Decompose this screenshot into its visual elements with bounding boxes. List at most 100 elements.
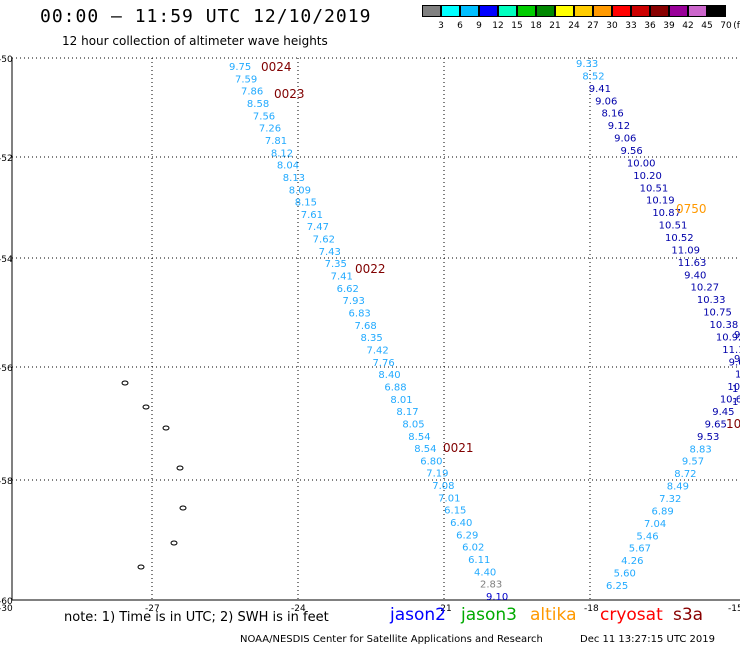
swh-value-edge: 9 [734,354,740,365]
colorbar-label: 27 [587,21,599,31]
swh-value-right: 10.38 [710,320,739,331]
swh-value-right: 9.57 [682,457,704,468]
swh-value-left: 8.15 [295,198,317,209]
y-tick-label: -52 [0,154,13,164]
y-tick-label: -60 [0,597,13,607]
colorbar-label: 70 [720,21,732,31]
swh-value-left: 8.35 [360,333,382,344]
swh-value-left: 8.13 [283,173,305,184]
satellite-name: jason3 [461,605,517,625]
swh-value-left: 8.05 [402,419,424,430]
island-outline [142,404,150,410]
colorbar-swatch [707,5,726,17]
swh-value-right: 4.26 [621,556,643,567]
colorbar-label: 6 [457,21,463,31]
colorbar-label: 39 [663,21,675,31]
swh-value-left: 7.61 [301,210,323,221]
colorbar-label: 45 [701,21,713,31]
y-tick-label: -54 [0,255,13,265]
swh-value-right: 9.6 [729,357,740,368]
swh-value-left: 7.62 [313,235,335,246]
colorbar-label: 21 [549,21,561,31]
swh-value-edge: 1 [732,397,738,408]
colorbar-label: 30 [606,21,618,31]
island-outline [137,564,145,570]
pass-time-label: 0022 [355,262,386,276]
swh-value-left: 6.88 [384,382,406,393]
swh-value-right: 6.25 [606,581,628,592]
swh-value-right: 9.40 [684,270,706,281]
x-tick-label: -21 [437,604,452,614]
swh-value-right: 9.53 [697,432,719,443]
swh-value-right: 9.12 [608,121,630,132]
swh-value-edge: 9 [734,330,740,341]
swh-value-right: 10.87 [652,208,681,219]
colorbar-swatch [688,5,707,17]
swh-value-left: 7.26 [259,124,281,135]
x-tick-label: -27 [145,604,160,614]
colorbar-label: 9 [476,21,482,31]
colorbar-label: 42 [682,21,694,31]
map-subtitle: 12 hour collection of altimeter wave hei… [62,34,328,48]
swh-value-left: 6.40 [450,518,472,529]
swh-value-left: 7.42 [366,345,388,356]
satellite-name: s3a [673,605,704,625]
swh-value-left: 8.04 [277,161,299,172]
swh-value-left: 8.09 [289,185,311,196]
swh-value-left: 9.75 [229,62,251,73]
colorbar-swatch [612,5,631,17]
colorbar-swatch [650,5,669,17]
colorbar-swatch [536,5,555,17]
swh-value-left: 8.54 [414,444,436,455]
footer-note: note: 1) Time is in UTC; 2) SWH is in fe… [64,610,329,625]
island-outline [179,505,187,511]
island-outline [176,465,184,471]
swh-value-right: 9.41 [589,84,611,95]
y-tick-label: -56 [0,364,13,374]
swh-value-left: 7.19 [426,469,448,480]
x-tick-label: -15 [728,604,740,614]
colorbar-swatch [593,5,612,17]
swh-value-right: 10.51 [659,221,688,232]
swh-value-right: 11.0 [735,370,740,381]
swh-value-right: 10.19 [646,196,675,207]
swh-value-right: 9.33 [576,59,598,70]
colorbar-swatch [669,5,688,17]
swh-value-left: 6.83 [349,309,371,320]
swh-value-left: 6.11 [468,555,490,566]
colorbar-swatch [422,5,441,17]
swh-value-left: 7.81 [265,136,287,147]
swh-value-right: 5.60 [614,569,636,580]
map-title: 00:00 — 11:59 UTC 12/10/2019 [40,6,372,27]
swh-value-left: 8.58 [247,99,269,110]
colorbar-label: 36 [644,21,656,31]
swh-value-right: 10.51 [640,183,669,194]
swh-value-right: 10.75 [703,308,732,319]
swh-value-right: 5.67 [629,544,651,555]
swh-value-right: 11.19 [722,345,740,356]
colorbar-label: 33 [625,21,637,31]
swh-value-right: 7.32 [659,494,681,505]
y-tick-label: -50 [0,55,13,65]
colorbar-swatch [460,5,479,17]
x-tick-label: -24 [291,604,306,614]
y-tick-label: -58 [0,477,13,487]
swh-value-right: 6.89 [652,506,674,517]
swh-value-left: 7.47 [307,222,329,233]
swh-value-left: 8.17 [396,407,418,418]
colorbar-swatch [517,5,536,17]
pass-time-label: 0023 [274,87,305,101]
swh-value-left: 7.68 [355,321,377,332]
satellite-name: cryosat [600,605,663,625]
swh-value-left: 7.86 [241,87,263,98]
swh-value-left: 7.08 [432,481,454,492]
colorbar-label: 15 [511,21,523,31]
swh-value-right: 10.62 [720,395,740,406]
swh-value-right: 9.45 [712,407,734,418]
swh-value-right: 11.09 [671,245,700,256]
swh-value-left: 6.02 [462,543,484,554]
swh-value-right: 9.65 [705,419,727,430]
swh-value-left: 7.59 [235,74,257,85]
